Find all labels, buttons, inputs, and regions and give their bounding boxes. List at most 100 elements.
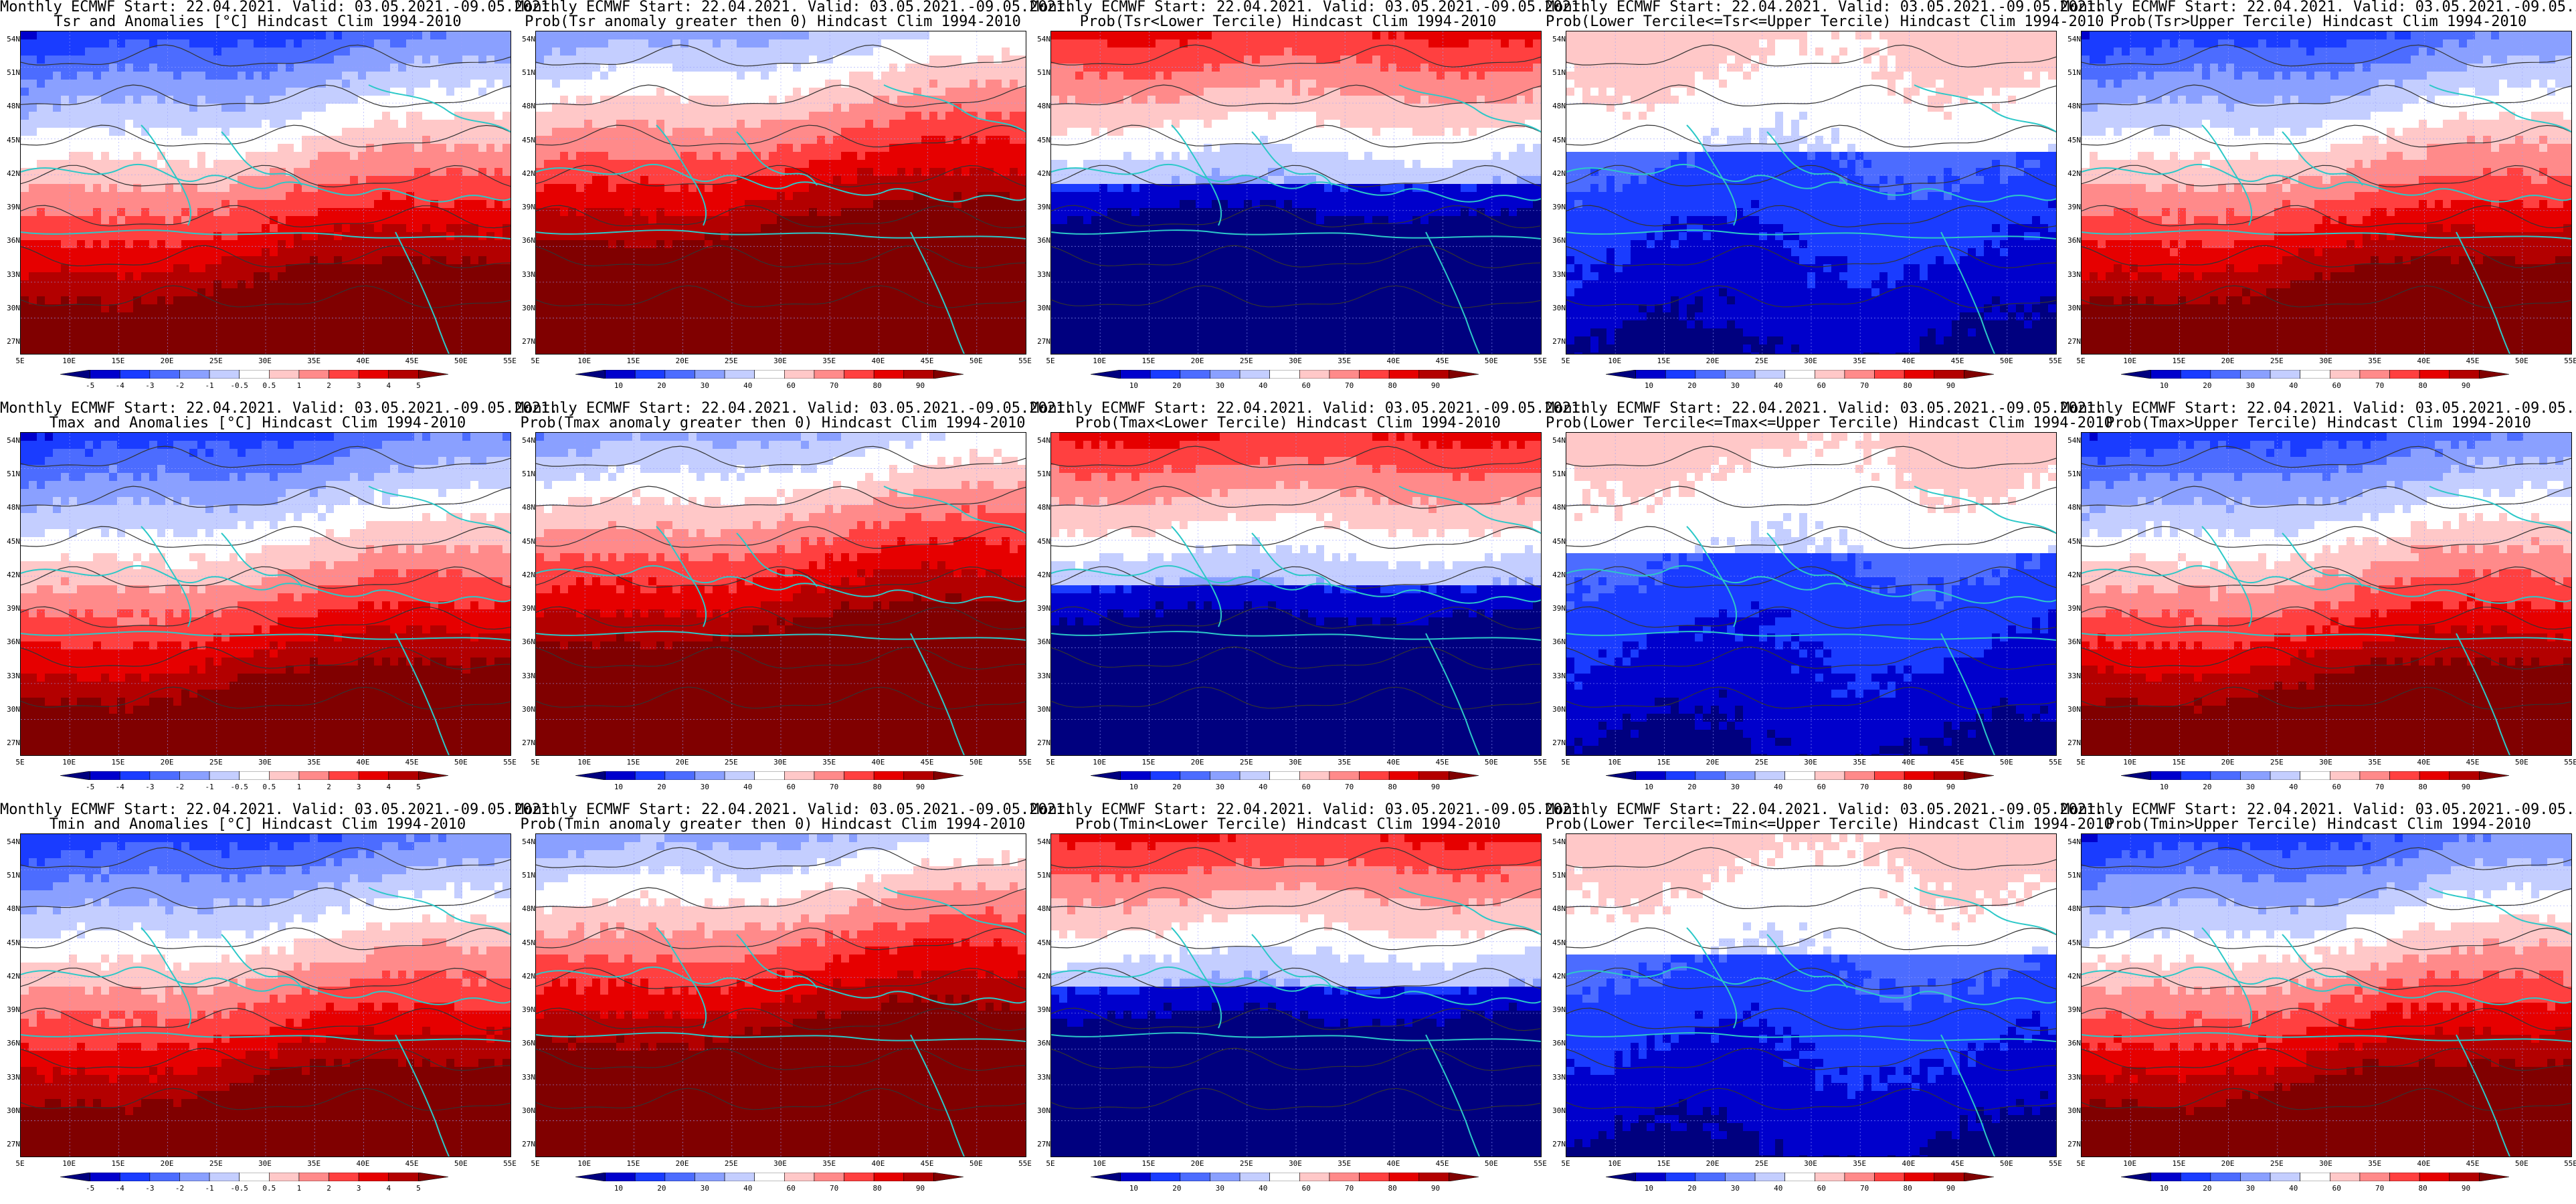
lon-tick-label: 35E [822,758,836,767]
colorbar-tick-label: 10 [614,783,623,791]
lat-tick-label: 27N [517,738,535,747]
colorbar-swatches [2121,771,2509,780]
lat-tick-label: 51N [1547,470,1566,478]
lon-tick-label: 45E [1436,357,1449,365]
colorbar-tick-label: 90 [1431,783,1440,791]
lon-tick-label: 15E [111,758,124,767]
lat-tick-label: 45N [1,938,20,947]
lon-tick-label: 55E [1534,1159,1547,1168]
colorbar-tick-label: 40 [2289,1184,2298,1193]
lon-tick-label: 45E [921,1159,934,1168]
colorbar-tick-label: 40 [743,783,752,791]
colorbar-tick-label: 80 [2418,1184,2427,1193]
colorbar-tick-label: 2 [327,783,331,791]
panel-title-line1: Monthly ECMWF Start: 22.04.2021. Valid: … [515,803,1073,817]
lat-tick-label: 33N [1032,1073,1050,1082]
map-field [1051,433,1541,755]
lat-tick-label: 42N [1,972,20,981]
colorbar-tick-label: 40 [743,1184,752,1193]
colorbar-tick-label: 70 [1345,783,1354,791]
colorbar-tick-label: 80 [1388,1184,1396,1193]
lat-tick-label: 51N [517,68,535,77]
lon-tick-label: 40E [356,1159,369,1168]
lon-tick-label: 35E [822,357,836,365]
lon-tick-label: 55E [1018,758,1032,767]
panel-title-line2: Prob(Lower Tercile<=Tmax<=Upper Tercile)… [1546,416,2113,431]
colorbar-tick-label: 70 [2375,381,2384,390]
lon-tick-label: 15E [626,1159,640,1168]
colorbar-tick-label: 60 [1817,381,1826,390]
forecast-map [535,31,1026,355]
map-field [21,433,511,755]
lat-tick-label: 42N [517,169,535,178]
lon-tick-label: 20E [1706,758,1720,767]
colorbar-tick-label: 60 [787,783,796,791]
lon-tick-label: 45E [2466,357,2480,365]
lat-tick-label: 27N [1,1140,20,1148]
lat-tick-label: 27N [1,337,20,346]
colorbar-tick-label: 40 [1259,783,1267,791]
lon-tick-label: 5E [531,1159,539,1168]
colorbar-tick-label: 70 [830,381,838,390]
lon-tick-label: 20E [1191,758,1204,767]
colorbar-tick-label: 90 [2462,381,2470,390]
colorbar-tick-label: 80 [2418,783,2427,791]
panel-title-line1: Monthly ECMWF Start: 22.04.2021. Valid: … [1030,803,1588,817]
colorbar-tick-label: 1 [297,1184,302,1193]
lat-tick-label: 42N [1547,571,1566,579]
lat-tick-label: 36N [2062,236,2081,245]
lon-tick-label: 40E [1386,357,1400,365]
lat-tick-label: 39N [1,203,20,211]
lat-tick-label: 45N [1547,537,1566,546]
colorbar-tick-label: 40 [2289,381,2298,390]
lon-tick-label: 30E [2319,1159,2332,1168]
lon-tick-label: 15E [1141,758,1155,767]
lon-tick-label: 35E [2368,758,2381,767]
lon-tick-label: 40E [1386,1159,1400,1168]
lat-tick-label: 48N [2062,503,2081,512]
colorbar-tick-label: 80 [2418,381,2427,390]
panel-title-line2: Prob(Lower Tercile<=Tmin<=Upper Tercile)… [1546,817,2113,832]
lon-tick-label: 20E [2221,357,2235,365]
lat-tick-label: 42N [1032,972,1050,981]
colorbar-swatches [1606,370,1994,379]
colorbar-tick-label: 10 [1645,783,1653,791]
lat-tick-label: 54N [1032,837,1050,846]
forecast-map [535,833,1026,1157]
lon-tick-label: 15E [1141,357,1155,365]
lat-tick-label: 36N [517,1039,535,1047]
lat-tick-label: 36N [517,637,535,646]
lon-tick-label: 10E [1093,357,1106,365]
lat-tick-label: 54N [1547,436,1566,445]
lat-tick-label: 39N [1547,604,1566,613]
lat-tick-label: 39N [517,1005,535,1014]
lat-tick-label: 30N [2062,705,2081,714]
lon-tick-label: 20E [676,758,689,767]
lon-tick-label: 25E [1240,758,1253,767]
map-panel: Monthly ECMWF Start: 22.04.2021. Valid: … [515,803,1073,1204]
panel-title-line2: Prob(Tsr>Upper Tercile) Hindcast Clim 19… [2061,15,2576,29]
colorbar [1091,771,1479,780]
lat-tick-label: 54N [2062,837,2081,846]
lat-tick-label: 33N [1032,672,1050,680]
colorbar [2121,370,2509,379]
lon-tick-label: 50E [2515,357,2528,365]
lat-tick-label: 30N [1547,304,1566,312]
lon-tick-label: 15E [626,758,640,767]
lon-tick-label: 10E [62,1159,76,1168]
map-field [536,834,1026,1157]
lon-tick-label: 10E [577,357,591,365]
map-field [21,834,511,1157]
lon-tick-label: 25E [209,1159,223,1168]
lon-tick-label: 20E [161,758,174,767]
lat-tick-label: 48N [1,503,20,512]
map-panel: Monthly ECMWF Start: 22.04.2021. Valid: … [1030,803,1588,1204]
colorbar-tick-label: 20 [657,1184,666,1193]
lon-tick-label: 25E [2270,357,2284,365]
lat-tick-label: 39N [2062,1005,2081,1014]
lat-tick-label: 39N [2062,604,2081,613]
lat-tick-label: 39N [1,604,20,613]
lat-tick-label: 54N [2062,436,2081,445]
map-panel: Monthly ECMWF Start: 22.04.2021. Valid: … [1030,0,1588,401]
lon-tick-label: 50E [970,758,983,767]
